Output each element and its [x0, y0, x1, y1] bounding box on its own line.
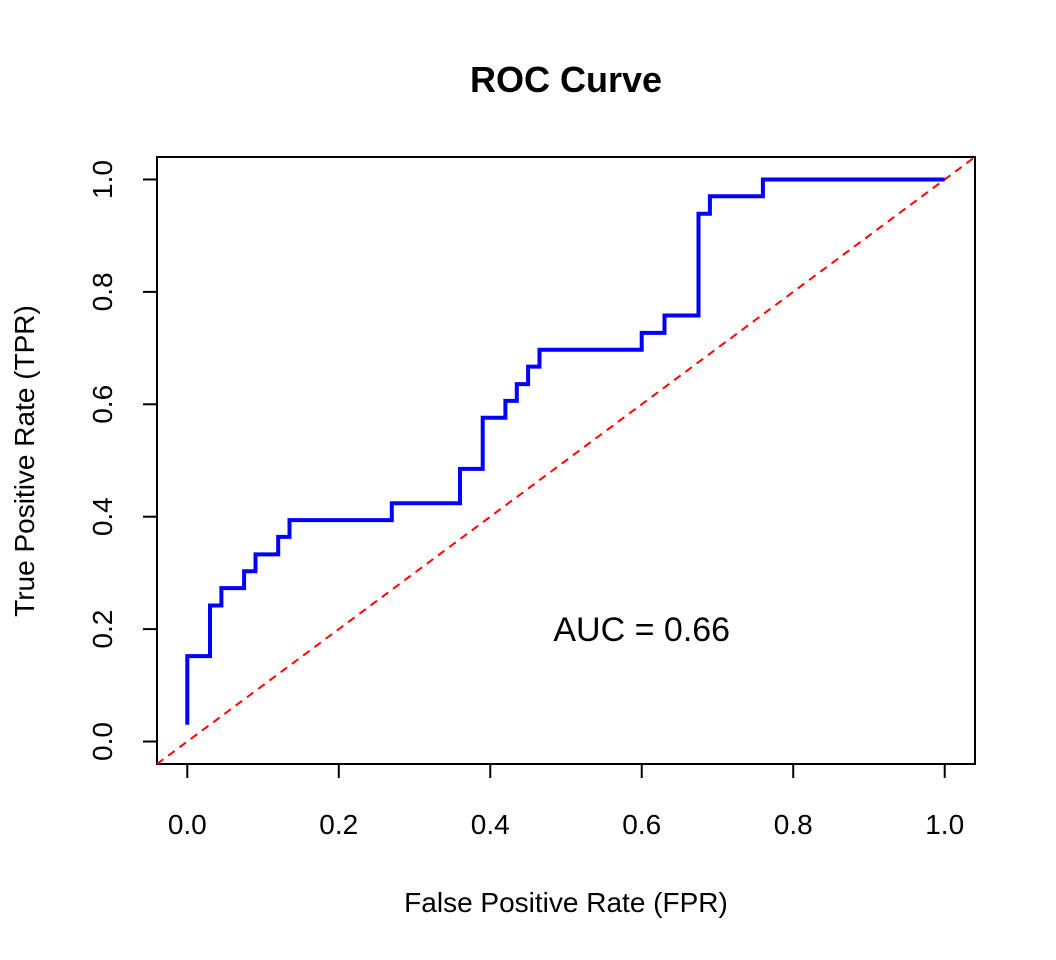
y-tick-label: 0.6 [87, 385, 118, 424]
y-tick-label: 0.0 [87, 722, 118, 761]
roc-curve-line [185, 177, 945, 725]
x-tick-label: 0.4 [471, 809, 510, 840]
y-axis-title: True Positive Rate (TPR) [9, 305, 40, 617]
y-tick-label: 0.8 [87, 272, 118, 311]
annotation-layer: AUC = 0.66 [553, 611, 730, 649]
x-axis: 0.0 0.2 0.4 0.6 0.8 1.0 [168, 763, 964, 840]
x-tick-label: 0.0 [168, 809, 207, 840]
x-tick-label: 0.8 [774, 809, 813, 840]
y-tick-label: 0.2 [87, 610, 118, 649]
x-axis-title: False Positive Rate (FPR) [404, 887, 728, 918]
y-tick-label: 1.0 [87, 160, 118, 199]
chart-title: ROC Curve [470, 59, 662, 100]
x-tick-label: 0.2 [319, 809, 358, 840]
series-layer [156, 156, 976, 765]
diagonal-reference-line [156, 156, 976, 765]
auc-annotation: AUC = 0.66 [553, 611, 730, 649]
y-tick-label: 0.4 [87, 497, 118, 536]
y-axis: 0.0 0.2 0.4 0.6 0.8 1.0 [87, 160, 158, 761]
x-tick-label: 0.6 [622, 809, 661, 840]
x-tick-label: 1.0 [925, 809, 964, 840]
